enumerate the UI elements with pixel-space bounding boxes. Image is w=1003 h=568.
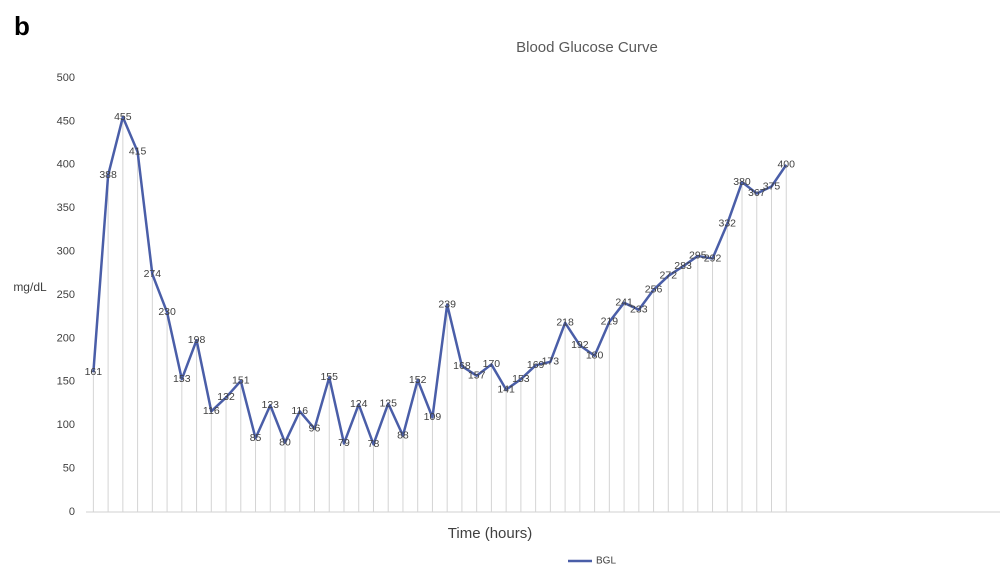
data-label: 152 xyxy=(409,374,427,386)
data-label: 125 xyxy=(379,397,397,409)
data-label: 375 xyxy=(763,180,781,192)
y-tick-label: 450 xyxy=(57,115,75,127)
data-label: 388 xyxy=(99,169,117,181)
data-label: 116 xyxy=(203,405,220,417)
data-label: 192 xyxy=(571,339,589,351)
series-line xyxy=(92,115,788,446)
data-label: 88 xyxy=(397,429,409,441)
data-label: 332 xyxy=(719,218,737,230)
data-label: 198 xyxy=(188,334,206,346)
data-label: 274 xyxy=(144,268,162,280)
data-label: 169 xyxy=(527,359,545,371)
data-label: 272 xyxy=(660,270,678,282)
data-label: 256 xyxy=(645,284,663,296)
legend-label: BGL xyxy=(596,556,616,567)
data-label: 233 xyxy=(630,304,648,316)
data-label: 173 xyxy=(542,356,560,368)
y-tick-label: 400 xyxy=(57,159,75,171)
data-label: 161 xyxy=(85,366,103,378)
data-label: 170 xyxy=(483,358,501,370)
data-label: 155 xyxy=(320,371,338,383)
panel-label: b xyxy=(14,11,30,41)
data-label: 78 xyxy=(368,438,380,450)
y-axis-label: mg/dL xyxy=(13,280,47,294)
y-tick-label: 300 xyxy=(57,246,75,258)
data-label: 400 xyxy=(777,159,795,171)
data-label: 153 xyxy=(173,373,191,385)
data-label: 79 xyxy=(338,437,350,449)
y-tick-label: 350 xyxy=(57,202,75,214)
data-label: 85 xyxy=(250,432,262,444)
x-axis-label: Time (hours) xyxy=(448,525,532,542)
data-label: 151 xyxy=(232,375,250,387)
data-label: 141 xyxy=(497,383,515,395)
y-tick-label: 250 xyxy=(57,289,75,301)
y-tick-label: 150 xyxy=(57,376,75,388)
chart-title: Blood Glucose Curve xyxy=(516,39,658,56)
y-tick-label: 200 xyxy=(57,332,75,344)
data-label: 132 xyxy=(217,391,235,403)
data-label: 230 xyxy=(158,306,176,318)
y-tick-label: 500 xyxy=(57,72,75,84)
data-label: 415 xyxy=(129,146,147,158)
data-label: 180 xyxy=(586,350,604,362)
data-label: 283 xyxy=(674,260,692,272)
y-tick-label: 0 xyxy=(69,506,75,518)
data-label: 292 xyxy=(704,252,722,264)
data-label: 295 xyxy=(689,250,707,262)
data-label: 380 xyxy=(733,176,751,188)
data-label: 168 xyxy=(453,360,471,372)
y-tick-label: 50 xyxy=(63,463,75,475)
data-label: 123 xyxy=(262,399,280,411)
data-label: 455 xyxy=(114,111,132,123)
data-label: 124 xyxy=(350,398,368,410)
data-label: 367 xyxy=(748,187,766,199)
data-label: 218 xyxy=(556,317,574,329)
data-label: 109 xyxy=(424,411,442,423)
y-tick-label: 100 xyxy=(57,419,75,431)
data-label: 239 xyxy=(438,298,456,310)
data-label: 96 xyxy=(309,422,321,434)
data-label: 80 xyxy=(279,436,291,448)
data-label: 219 xyxy=(601,316,619,328)
data-label: 241 xyxy=(615,297,633,309)
data-label: 153 xyxy=(512,373,530,385)
data-label: 157 xyxy=(468,370,486,382)
data-label: 116 xyxy=(291,405,308,417)
